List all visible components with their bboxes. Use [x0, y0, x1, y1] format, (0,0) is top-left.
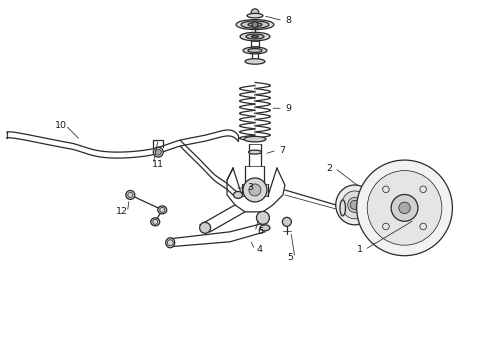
Ellipse shape: [153, 147, 163, 157]
Circle shape: [367, 171, 442, 245]
Text: 8: 8: [285, 16, 291, 25]
Text: 1: 1: [357, 245, 363, 254]
Circle shape: [256, 211, 270, 224]
Circle shape: [252, 22, 258, 28]
Text: 10: 10: [54, 121, 67, 130]
Ellipse shape: [248, 49, 262, 53]
Ellipse shape: [251, 188, 258, 192]
Ellipse shape: [248, 150, 262, 154]
Text: 4: 4: [257, 245, 263, 254]
Ellipse shape: [240, 32, 270, 41]
Text: 7: 7: [279, 145, 285, 154]
Ellipse shape: [158, 206, 167, 214]
Circle shape: [199, 222, 211, 233]
Text: 2: 2: [327, 163, 333, 172]
Ellipse shape: [243, 47, 267, 54]
Circle shape: [350, 201, 359, 210]
Text: 9: 9: [285, 104, 291, 113]
Circle shape: [391, 194, 418, 221]
Ellipse shape: [245, 59, 265, 64]
Circle shape: [249, 184, 261, 196]
Ellipse shape: [246, 34, 264, 39]
Ellipse shape: [234, 192, 243, 198]
Circle shape: [251, 9, 259, 17]
Ellipse shape: [236, 20, 274, 30]
Text: 3: 3: [247, 184, 253, 193]
Text: 5: 5: [287, 253, 293, 262]
Ellipse shape: [244, 136, 266, 142]
Circle shape: [243, 178, 267, 202]
Ellipse shape: [248, 23, 262, 27]
Text: 11: 11: [152, 159, 164, 168]
Circle shape: [282, 217, 292, 226]
Ellipse shape: [342, 191, 368, 219]
Text: 6: 6: [257, 227, 263, 236]
Ellipse shape: [260, 225, 270, 231]
Ellipse shape: [241, 21, 269, 28]
Ellipse shape: [166, 238, 175, 248]
Ellipse shape: [247, 13, 263, 18]
Circle shape: [357, 160, 452, 256]
Ellipse shape: [126, 190, 135, 199]
Ellipse shape: [340, 200, 345, 216]
Ellipse shape: [348, 197, 362, 212]
Ellipse shape: [251, 36, 258, 37]
Circle shape: [155, 149, 161, 155]
Ellipse shape: [151, 218, 160, 226]
Circle shape: [399, 202, 410, 213]
Ellipse shape: [336, 185, 374, 225]
Text: 12: 12: [116, 207, 128, 216]
